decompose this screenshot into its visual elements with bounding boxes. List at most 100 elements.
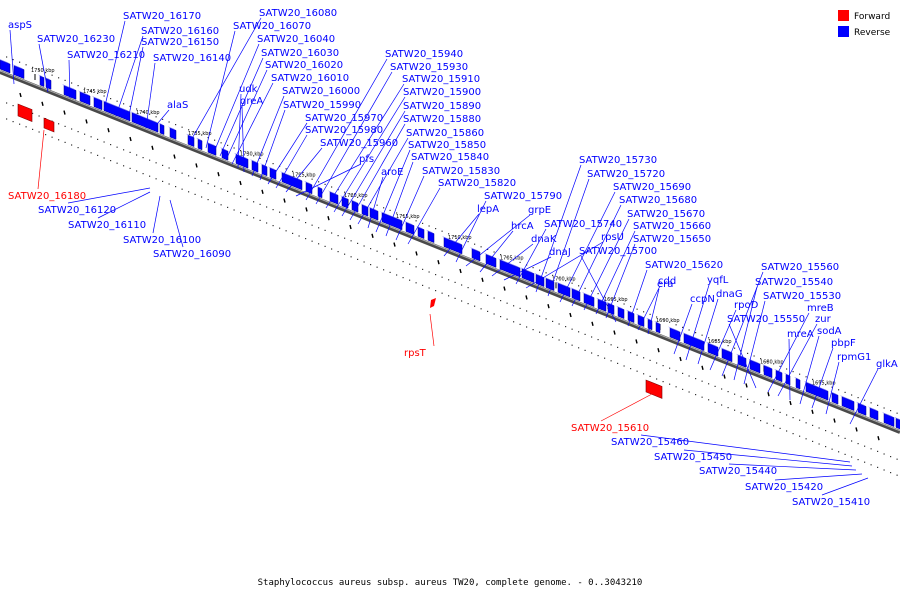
track-dot bbox=[617, 362, 619, 364]
reverse-gene-feature bbox=[268, 166, 277, 180]
minor-tick bbox=[481, 277, 484, 282]
track-dot bbox=[584, 349, 586, 351]
track-dot bbox=[669, 367, 671, 369]
reverse-gene-feature bbox=[720, 347, 733, 363]
track-dot bbox=[448, 233, 450, 235]
leader-line bbox=[241, 105, 245, 173]
minor-tick bbox=[767, 392, 770, 397]
reverse-gene-feature-body bbox=[795, 378, 801, 390]
reverse-gene-feature-top bbox=[570, 287, 580, 292]
track-dot bbox=[409, 279, 411, 281]
leader-line bbox=[225, 69, 268, 161]
gene-label: rpoD bbox=[734, 300, 759, 311]
track-dot bbox=[539, 331, 541, 333]
reverse-gene-feature-top bbox=[616, 305, 624, 310]
track-dot bbox=[168, 183, 170, 185]
leader-line bbox=[697, 298, 719, 365]
gene-label: aspS bbox=[8, 20, 32, 31]
track-dot bbox=[480, 246, 482, 248]
minor-tick bbox=[41, 101, 44, 106]
leader-line bbox=[479, 230, 514, 273]
track-dot bbox=[19, 123, 21, 125]
track-dot bbox=[136, 170, 138, 172]
track-dot bbox=[597, 355, 599, 357]
track-dot bbox=[727, 391, 729, 393]
minor-tick bbox=[459, 268, 462, 274]
track-dot bbox=[292, 216, 294, 218]
gene-label: SATW20_15450 bbox=[654, 452, 732, 463]
reverse-gene-feature bbox=[158, 122, 165, 135]
track-dot bbox=[597, 293, 599, 295]
track-dot bbox=[461, 238, 463, 240]
track-dot bbox=[181, 126, 183, 128]
minor-tick bbox=[305, 207, 308, 212]
leader-line bbox=[103, 20, 126, 111]
track-dot bbox=[636, 308, 638, 310]
track-dot bbox=[220, 142, 222, 144]
tick-label: 1695 kbp bbox=[604, 297, 628, 303]
gene-label: SATW20_16140 bbox=[153, 53, 231, 64]
leader-line bbox=[767, 312, 810, 393]
reverse-gene-feature bbox=[520, 267, 535, 283]
track-dot bbox=[487, 310, 489, 312]
track-dot bbox=[831, 432, 833, 434]
leader-line bbox=[375, 149, 411, 233]
reverse-gene-feature-top bbox=[520, 267, 534, 274]
minor-tick bbox=[591, 321, 594, 326]
track-dot bbox=[630, 368, 632, 370]
minor-tick bbox=[85, 119, 88, 124]
reverse-gene-feature-top bbox=[186, 133, 194, 138]
forward-gene-feature bbox=[17, 103, 33, 123]
track-dot bbox=[84, 133, 86, 135]
gene-label: SATW20_16010 bbox=[271, 73, 349, 84]
gene-label: SATW20_16180 bbox=[8, 191, 86, 202]
track-dot bbox=[428, 225, 430, 227]
gene-label: SATW20_15930 bbox=[390, 62, 468, 73]
track-dot bbox=[285, 168, 287, 170]
leader-line bbox=[67, 187, 151, 204]
track-dot bbox=[383, 253, 385, 255]
reverse-gene-feature-top bbox=[556, 281, 570, 288]
track-dot bbox=[71, 82, 73, 84]
reverse-gene-feature bbox=[484, 252, 497, 268]
track-dot bbox=[435, 274, 437, 276]
track-dot bbox=[116, 100, 118, 102]
gene-label: SATW20_15900 bbox=[403, 87, 481, 98]
leader-line bbox=[535, 164, 582, 293]
track-dot bbox=[766, 406, 768, 408]
leader-line bbox=[97, 191, 151, 219]
track-dot bbox=[643, 373, 645, 375]
track-dot bbox=[714, 401, 716, 403]
leader-line bbox=[305, 58, 388, 201]
leader-line bbox=[429, 313, 435, 347]
gene-label: SATW20_15830 bbox=[422, 166, 500, 177]
track-dot bbox=[103, 157, 105, 159]
reverse-gene-feature bbox=[426, 229, 435, 243]
reverse-gene-feature-body bbox=[597, 298, 607, 312]
track-dot bbox=[838, 451, 840, 453]
track-dot bbox=[552, 320, 554, 322]
minor-tick bbox=[63, 110, 66, 115]
gene-label: SATW20_15880 bbox=[403, 114, 481, 125]
track-dot bbox=[279, 227, 281, 229]
reverse-gene-feature bbox=[368, 206, 379, 221]
track-dot bbox=[558, 277, 560, 279]
reverse-gene-feature-body bbox=[775, 370, 783, 383]
label-leader-lines bbox=[9, 17, 879, 496]
track-dot bbox=[181, 172, 183, 174]
track-dot bbox=[32, 128, 34, 130]
gene-label: SATW20_16000 bbox=[282, 86, 360, 97]
track-dot bbox=[162, 164, 164, 166]
reverse-gene-feature-body bbox=[93, 97, 103, 111]
track-dot bbox=[734, 393, 736, 395]
minor-tick bbox=[371, 233, 374, 238]
track-dot bbox=[207, 183, 209, 185]
track-dot bbox=[149, 113, 151, 115]
backbone-highlight bbox=[0, 70, 900, 432]
track-dot bbox=[240, 196, 242, 198]
gene-label: pfs bbox=[359, 154, 374, 165]
forward-gene-feature bbox=[645, 379, 663, 399]
track-dot bbox=[474, 305, 476, 307]
leader-line bbox=[145, 62, 156, 129]
track-dot bbox=[864, 399, 866, 401]
